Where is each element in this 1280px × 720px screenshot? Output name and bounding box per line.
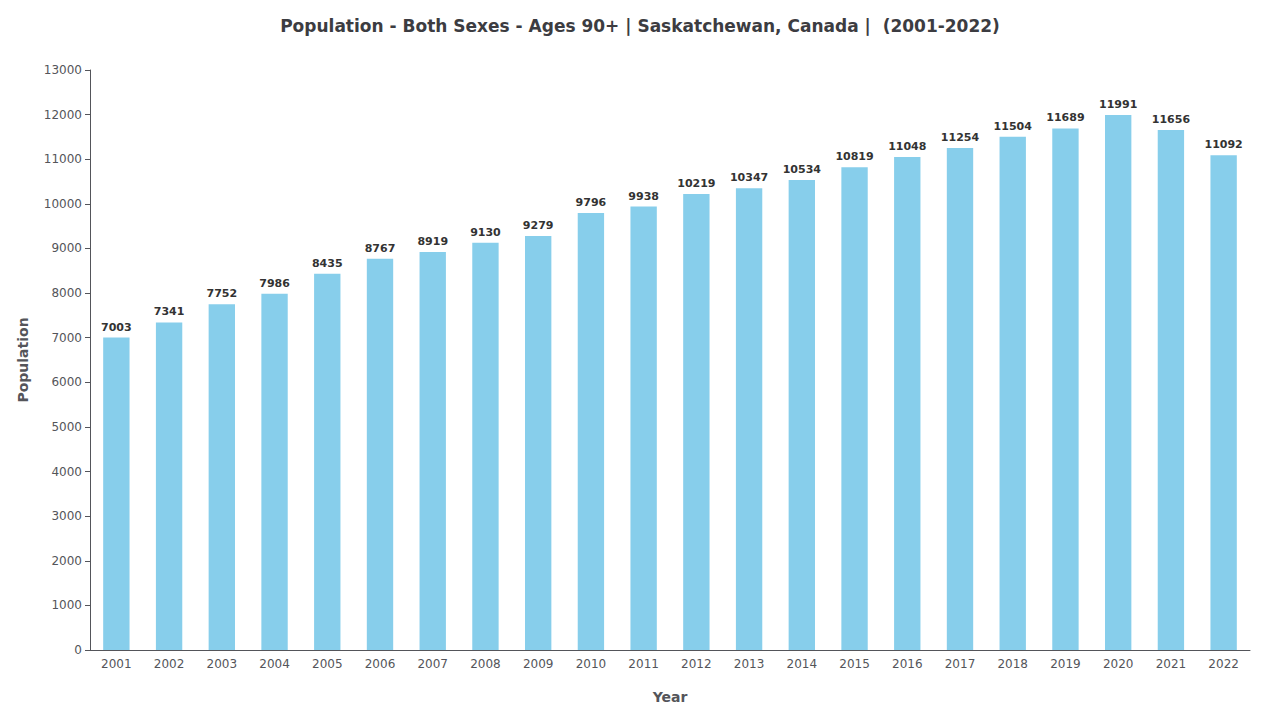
svg-text:2010: 2010 <box>576 657 607 671</box>
svg-text:Year: Year <box>652 689 688 705</box>
svg-text:2016: 2016 <box>892 657 923 671</box>
svg-text:10000: 10000 <box>44 197 82 211</box>
svg-text:6000: 6000 <box>51 375 82 389</box>
svg-text:11504: 11504 <box>994 120 1033 133</box>
svg-text:7341: 7341 <box>154 305 185 318</box>
svg-text:11254: 11254 <box>941 131 980 144</box>
svg-text:10219: 10219 <box>677 177 715 190</box>
svg-text:7752: 7752 <box>207 287 238 300</box>
svg-text:2021: 2021 <box>1156 657 1187 671</box>
svg-text:10819: 10819 <box>835 150 873 163</box>
svg-text:2011: 2011 <box>628 657 659 671</box>
svg-text:2022: 2022 <box>1208 657 1239 671</box>
svg-text:11000: 11000 <box>44 152 82 166</box>
svg-text:10347: 10347 <box>730 171 768 184</box>
svg-text:1000: 1000 <box>51 598 82 612</box>
svg-text:11656: 11656 <box>1152 113 1191 126</box>
svg-text:11092: 11092 <box>1204 138 1242 151</box>
svg-text:13000: 13000 <box>44 63 82 77</box>
svg-text:2003: 2003 <box>207 657 238 671</box>
svg-text:9130: 9130 <box>470 226 501 239</box>
svg-text:11689: 11689 <box>1046 111 1084 124</box>
svg-text:2012: 2012 <box>681 657 712 671</box>
svg-text:4000: 4000 <box>51 465 82 479</box>
svg-text:2020: 2020 <box>1103 657 1134 671</box>
svg-text:8767: 8767 <box>365 242 396 255</box>
svg-text:2000: 2000 <box>51 554 82 568</box>
svg-text:9938: 9938 <box>628 190 659 203</box>
svg-text:9279: 9279 <box>523 219 554 232</box>
svg-text:2006: 2006 <box>365 657 396 671</box>
svg-text:2015: 2015 <box>839 657 870 671</box>
svg-text:Population: Population <box>15 317 31 402</box>
svg-text:2014: 2014 <box>787 657 818 671</box>
svg-text:2001: 2001 <box>101 657 132 671</box>
svg-text:2005: 2005 <box>312 657 343 671</box>
svg-text:3000: 3000 <box>51 509 82 523</box>
svg-text:9000: 9000 <box>51 241 82 255</box>
svg-text:Population - Both Sexes - Ages: Population - Both Sexes - Ages 90+ | Sas… <box>280 16 1000 36</box>
svg-text:8919: 8919 <box>417 235 448 248</box>
svg-text:2004: 2004 <box>259 657 290 671</box>
svg-text:11048: 11048 <box>888 140 926 153</box>
svg-text:2007: 2007 <box>417 657 448 671</box>
svg-text:12000: 12000 <box>44 108 82 122</box>
svg-text:2002: 2002 <box>154 657 185 671</box>
svg-text:9796: 9796 <box>576 196 607 209</box>
svg-text:8435: 8435 <box>312 257 343 270</box>
svg-text:2019: 2019 <box>1050 657 1081 671</box>
svg-text:7986: 7986 <box>259 277 290 290</box>
svg-text:2009: 2009 <box>523 657 554 671</box>
svg-text:8000: 8000 <box>51 286 82 300</box>
svg-text:5000: 5000 <box>51 420 82 434</box>
svg-text:7003: 7003 <box>101 321 132 334</box>
svg-text:10534: 10534 <box>783 163 822 176</box>
svg-text:0: 0 <box>74 643 82 657</box>
svg-text:7000: 7000 <box>51 331 82 345</box>
svg-text:2018: 2018 <box>997 657 1028 671</box>
svg-text:11991: 11991 <box>1099 98 1137 111</box>
svg-text:2017: 2017 <box>945 657 976 671</box>
svg-text:2008: 2008 <box>470 657 501 671</box>
svg-text:2013: 2013 <box>734 657 765 671</box>
